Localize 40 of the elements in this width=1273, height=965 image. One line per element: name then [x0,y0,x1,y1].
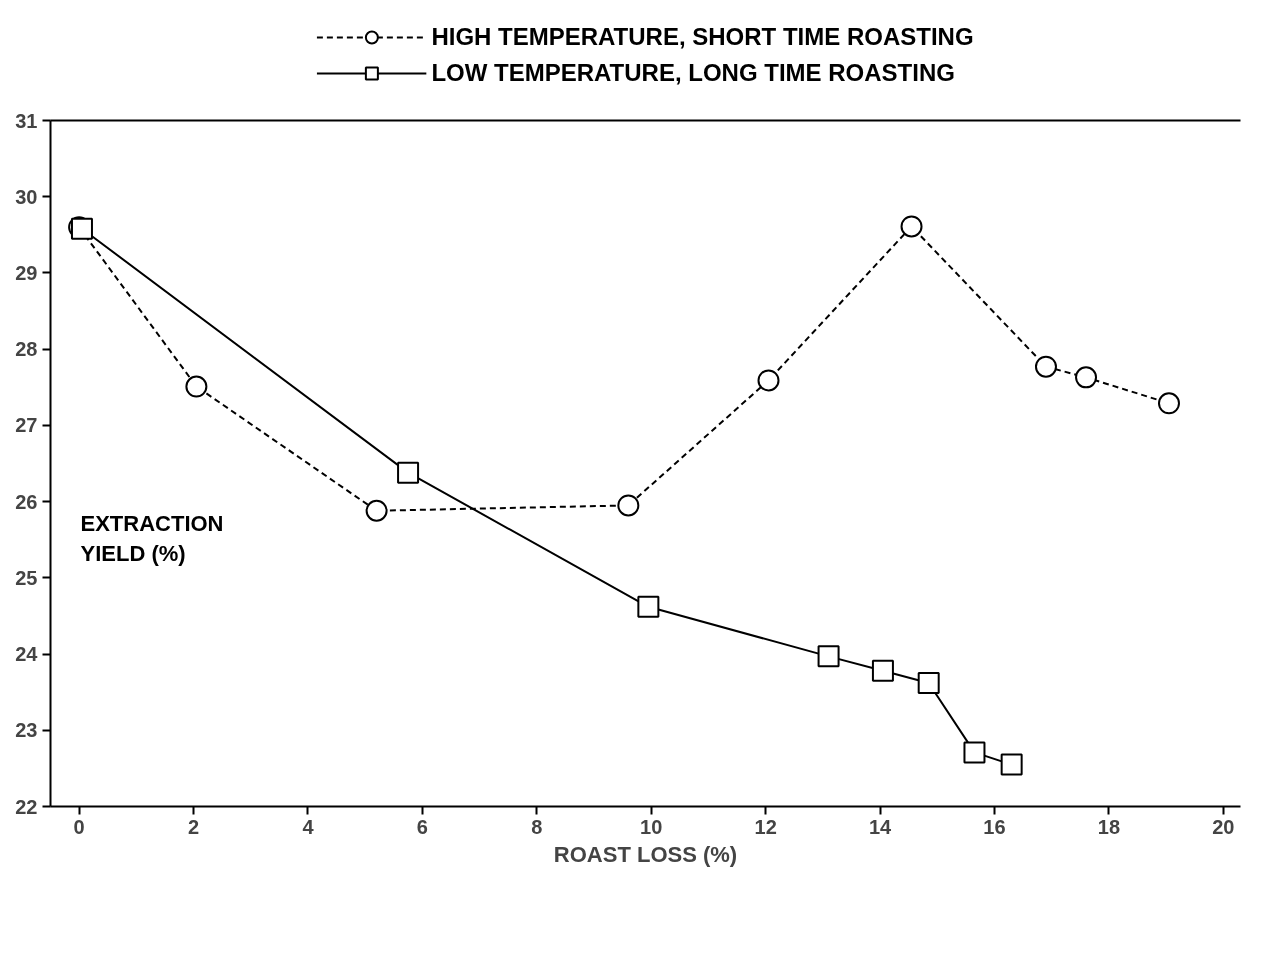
x-axis-title: ROAST LOSS (%) [553,841,738,867]
point [185,375,208,398]
point [871,659,894,682]
legend-label: HIGH TEMPERATURE, SHORT TIME ROASTING [431,23,974,51]
y-tick-label: 25 [15,566,38,589]
legend-label: LOW TEMPERATURE, LONG TIME ROASTING [431,59,955,87]
point [1075,366,1098,389]
point [1034,355,1057,378]
y-tick-label: 29 [15,261,38,284]
y-tick-label: 31 [15,109,38,132]
point [1000,753,1023,776]
point [917,672,940,695]
x-tick-label: 14 [868,815,893,838]
x-tick-label: 6 [416,815,428,838]
point [1157,392,1180,415]
y-tick-label: 22 [15,795,38,818]
point [617,494,640,517]
point [365,499,388,522]
x-tick-label: 18 [1097,815,1121,838]
point [637,595,660,618]
point [397,461,420,484]
x-tick-label: 20 [1212,815,1235,838]
y-tick-label: 28 [15,338,38,361]
x-tick-label: 10 [640,815,663,838]
y-tick-label: 26 [15,490,38,513]
y-tick-label: 23 [15,719,38,742]
y-axis-title: EXTRACTION YIELD (%) [80,511,224,567]
point [757,369,780,392]
y-tick-label: 27 [15,414,38,437]
x-tick-label: 2 [187,815,200,838]
point [900,215,923,238]
x-tick-label: 16 [983,815,1006,838]
x-tick-label: 4 [302,815,315,838]
point [963,741,986,764]
x-tick-label: 8 [531,815,543,838]
point [817,645,840,668]
y-tick-label: 30 [15,185,38,208]
x-tick-label: 12 [754,815,777,838]
x-tick-label: 0 [73,815,85,838]
y-tick-label: 24 [15,643,39,666]
